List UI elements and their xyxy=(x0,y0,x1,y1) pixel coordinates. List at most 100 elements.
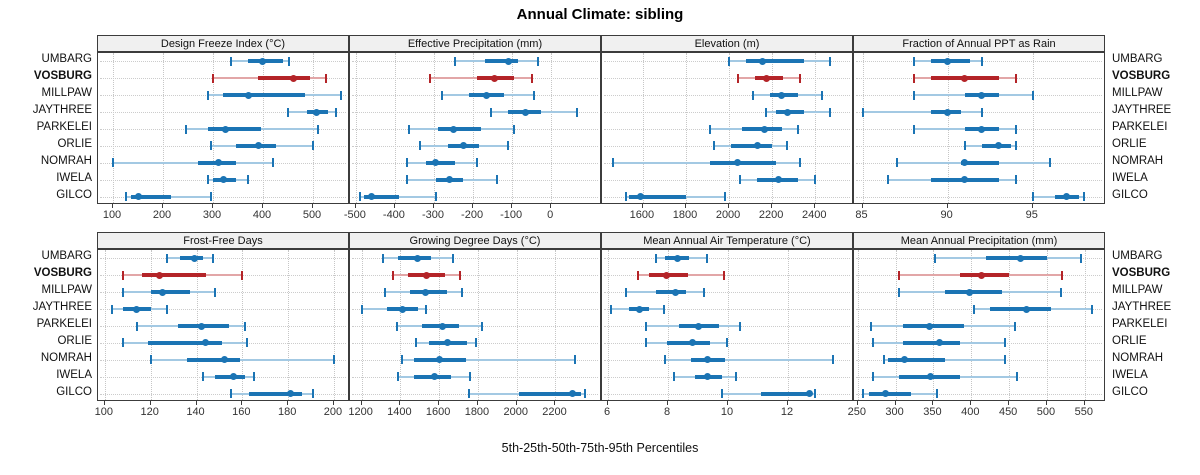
whisker-cap-5th xyxy=(610,304,612,314)
interval-row-parkelei xyxy=(602,250,852,400)
gridline-vertical xyxy=(355,53,357,203)
median-dot xyxy=(569,390,577,398)
x-axis-frost-free-days: 100 120 140 160 180 200 xyxy=(95,401,349,423)
whisker-cap-5th xyxy=(110,304,113,314)
whisker-cap-5th xyxy=(212,73,214,83)
whisker-cap-95th xyxy=(820,90,823,100)
axis-tick-mark xyxy=(103,401,105,405)
whisker-cap-95th xyxy=(1091,304,1094,314)
axis-tick-mark xyxy=(861,204,863,208)
gridline-vertical xyxy=(686,53,687,203)
whisker-cap-95th xyxy=(1014,141,1017,151)
site-label-right-vosburg: VOSBURG xyxy=(1112,267,1171,280)
interval-row-millpaw xyxy=(854,250,1104,400)
whisker-cap-5th xyxy=(673,372,675,382)
x-axis-growing-degree-days-c: 1200 1400 1600 1800 2000 2200 xyxy=(348,401,601,423)
median-dot xyxy=(254,142,262,150)
median-dot xyxy=(414,254,422,262)
site-label-right-nomrah: NOMRAH xyxy=(1112,154,1164,167)
x-axis-mean-annual-air-temperature-c: 6 8 10 12 xyxy=(601,401,853,423)
figure-title: Annual Climate: sibling xyxy=(516,6,684,23)
axis-tick-label: 2200 xyxy=(542,406,567,418)
median-dot xyxy=(133,305,141,313)
whisker-cap-95th xyxy=(1031,90,1034,100)
interval-row-parkelei xyxy=(98,250,348,400)
median-dot xyxy=(758,57,766,65)
median-dot xyxy=(134,193,142,201)
whisker-cap-95th xyxy=(1014,175,1017,185)
interval-row-vosburg xyxy=(350,53,600,203)
median-dot xyxy=(688,339,696,347)
whisker-cap-5th xyxy=(912,124,915,134)
whisker-cap-5th xyxy=(124,192,127,202)
whisker-cap-5th xyxy=(862,389,865,399)
whisker-cap-95th xyxy=(334,107,337,117)
axis-tick-label: 200 xyxy=(323,406,343,418)
axis-tick-mark xyxy=(946,204,948,208)
percentile-box-25-75 xyxy=(666,340,710,345)
axis-tick-label: 2200 xyxy=(758,209,784,221)
axis-tick-mark xyxy=(894,401,896,405)
median-dot xyxy=(753,142,761,150)
panel-mean-annual-air-temperature-c xyxy=(601,249,853,401)
whisker-cap-5th xyxy=(207,90,209,100)
whisker-cap-95th xyxy=(507,141,510,151)
x-axis-design-freeze-index-c: 100 200 300 400 500 xyxy=(97,204,349,226)
gridline-vertical xyxy=(788,250,789,400)
whisker-cap-95th xyxy=(434,192,437,202)
axis-tick-label: 95 xyxy=(1025,209,1038,221)
gridline-horizontal xyxy=(604,275,850,277)
gridline-horizontal xyxy=(100,61,346,63)
whisker-cap-95th xyxy=(451,253,454,263)
interval-row-orlie xyxy=(602,53,852,203)
percentile-box-25-75 xyxy=(944,290,1002,295)
axis-tick-label: 2000 xyxy=(503,406,528,418)
percentile-box-25-75 xyxy=(148,340,222,345)
interval-row-jaythree xyxy=(350,250,600,400)
site-label-left-nomrah: NOMRAH xyxy=(40,154,92,167)
median-dot xyxy=(961,159,969,167)
axis-tick-label: 12 xyxy=(780,406,794,418)
gridline-vertical xyxy=(394,53,396,203)
whisker-cap-5th xyxy=(898,287,901,297)
whisker-cap-95th xyxy=(1059,287,1062,297)
whisker-cap-5th xyxy=(454,56,457,66)
axis-tick-label: 90 xyxy=(940,209,953,221)
whisker-cap-95th xyxy=(209,192,212,202)
strip-design-freeze-index-c: Design Freeze Index (°C) xyxy=(97,35,349,52)
interval-row-nomrah xyxy=(854,250,1104,400)
median-dot xyxy=(944,57,952,65)
percentile-box-25-75 xyxy=(187,357,241,362)
whisker-cap-5th xyxy=(898,270,901,280)
site-label-left-umbarg: UMBARG xyxy=(41,53,92,66)
whisker-cap-95th xyxy=(703,287,705,297)
whisker-cap-95th xyxy=(469,372,472,382)
axis-tick-label: 300 xyxy=(885,406,904,418)
panel-design-freeze-index-c xyxy=(97,52,349,204)
axis-tick-mark xyxy=(787,401,788,405)
axis-tick-label: 400 xyxy=(252,209,272,221)
whisker-cap-95th xyxy=(1080,253,1083,263)
axis-tick-label: 180 xyxy=(277,406,297,418)
site-label-left-millpaw: MILLPAW xyxy=(41,284,92,297)
interval-row-jaythree xyxy=(98,250,348,400)
whisker-cap-5th xyxy=(895,158,898,168)
gridline-vertical xyxy=(608,250,609,400)
whisker-cap-5th xyxy=(397,372,400,382)
axis-tick-mark xyxy=(641,204,643,208)
percentile-range-5-95 xyxy=(665,358,833,361)
whisker-cap-5th xyxy=(165,253,168,263)
percentile-box-25-75 xyxy=(258,76,310,81)
median-dot xyxy=(220,356,228,364)
whisker-cap-5th xyxy=(963,141,966,151)
gridline-horizontal xyxy=(352,376,598,378)
median-dot xyxy=(435,356,443,364)
median-dot xyxy=(961,74,969,82)
whisker-cap-95th xyxy=(1004,355,1007,365)
percentile-box-25-75 xyxy=(709,160,777,165)
gridline-vertical xyxy=(163,53,164,203)
median-dot xyxy=(367,193,375,201)
interval-row-parkelei xyxy=(602,53,852,203)
gridline-vertical xyxy=(361,250,363,400)
whisker-cap-95th xyxy=(706,253,708,263)
